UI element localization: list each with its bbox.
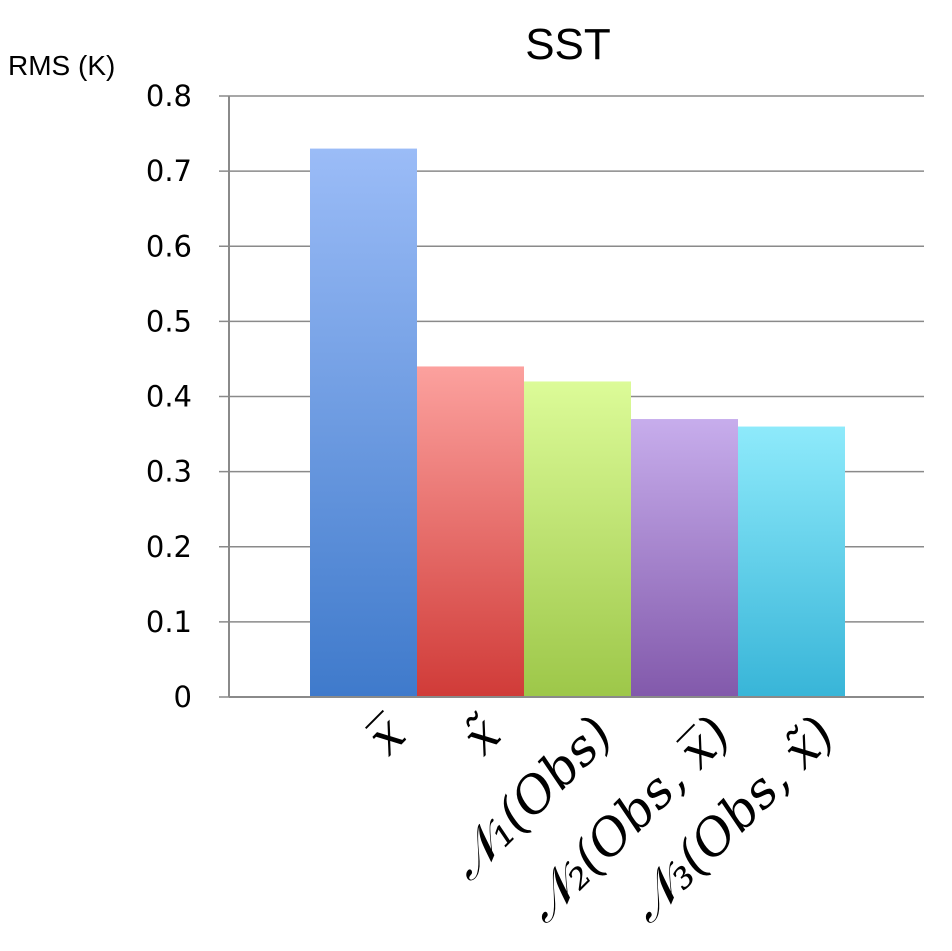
y-tick-label: 0.5 xyxy=(146,304,192,338)
x-tick-labels: x̅ x̃𝒩₁(Obs)𝒩₂(Obs, x̅)𝒩₃(Obs, x̃) xyxy=(356,704,846,934)
bar-5 xyxy=(738,426,845,697)
bar-2 xyxy=(417,366,524,697)
category-label-2: x̃ xyxy=(451,705,512,766)
bar-3 xyxy=(524,381,631,697)
y-tick-label: 0 xyxy=(174,680,192,714)
y-tick-label: 0.3 xyxy=(146,455,192,489)
bar-4 xyxy=(631,419,738,697)
y-tick-label: 0.6 xyxy=(146,229,192,263)
chart-title: SST xyxy=(525,20,611,69)
y-tick-label: 0.8 xyxy=(146,79,192,113)
bar-1 xyxy=(310,148,417,697)
y-tick-label: 0.1 xyxy=(146,605,192,639)
y-tick-labels: 0 0.1 0.2 0.3 0.4 0.5 0.6 0.7 0.8 xyxy=(146,79,192,714)
y-tick-label: 0.7 xyxy=(146,154,192,188)
category-label-1: x̅ xyxy=(356,704,418,766)
y-axis-label: RMS (K) xyxy=(8,50,115,81)
y-tick-label: 0.4 xyxy=(146,380,192,414)
bars xyxy=(310,148,845,697)
y-tick-label: 0.2 xyxy=(146,530,192,564)
